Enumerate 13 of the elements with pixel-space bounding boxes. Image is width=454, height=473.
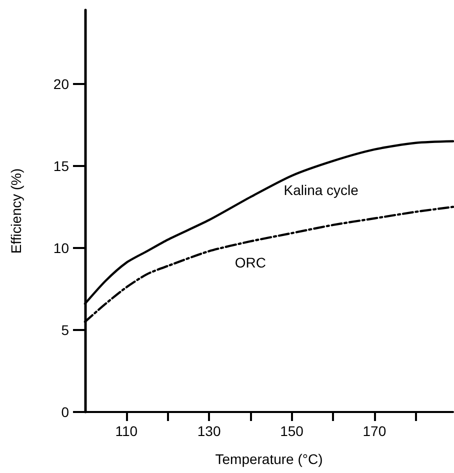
series-label: Kalina cycle — [284, 182, 359, 198]
y-tick-label: 0 — [61, 404, 70, 420]
y-tick-label: 20 — [53, 76, 70, 92]
y-tick-label: 15 — [53, 158, 70, 174]
y-tick-label: 5 — [61, 322, 70, 338]
y-axis-title: Efficiency (%) — [8, 168, 24, 254]
y-tick-label: 10 — [53, 240, 70, 256]
x-tick-label: 130 — [197, 423, 221, 439]
x-tick-label: 170 — [362, 423, 386, 439]
x-axis-title: Temperature (°C) — [215, 451, 323, 467]
x-tick-label: 150 — [280, 423, 304, 439]
x-tick-label: 110 — [115, 423, 138, 439]
series-label: ORC — [234, 254, 266, 270]
